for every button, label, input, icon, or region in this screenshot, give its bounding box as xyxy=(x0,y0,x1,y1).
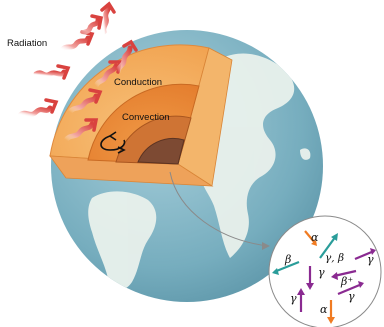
gamma-left-low-label: γ xyxy=(290,292,297,305)
alpha-top-label: α xyxy=(311,231,319,244)
wavy-arrow-icon xyxy=(67,88,103,115)
wavy-arrow-icon xyxy=(63,118,99,143)
beta-plus-label: β⁺ xyxy=(340,275,353,288)
inner-core xyxy=(137,137,185,165)
gamma-center-label: γ xyxy=(318,266,325,279)
wavy-arrow-icon xyxy=(100,1,116,35)
gamma-beta-label: γ, β xyxy=(325,252,344,264)
circular-arrow-icon xyxy=(100,131,126,154)
wavy-arrow-icon xyxy=(77,14,104,39)
wavy-arrow-icon xyxy=(17,98,59,118)
gamma-beta-arrow xyxy=(319,233,338,259)
gamma-right-arrow xyxy=(354,248,376,261)
convection-label: Convection xyxy=(122,112,170,123)
gamma-right-low-label: γ xyxy=(348,290,355,303)
alpha-particle-arrow xyxy=(304,230,317,246)
radiation-label: Radiation xyxy=(7,38,47,49)
gamma-center-arrow xyxy=(306,266,314,290)
gamma-right-label: γ xyxy=(367,253,374,266)
wavy-arrow-icon xyxy=(59,30,95,53)
gamma-right-low-arrow xyxy=(337,281,364,296)
earth-cutaway xyxy=(49,44,233,187)
gamma-left-low-arrow xyxy=(297,288,305,312)
wavy-arrow-icon xyxy=(33,64,71,80)
wavy-arrow-icon xyxy=(115,39,138,75)
conduction-label: Conduction xyxy=(114,77,162,88)
magnified-view: α γ, β β γ γ β⁺ xyxy=(268,215,382,327)
beta-left-arrow xyxy=(272,260,300,275)
curved-arrow-icon xyxy=(169,171,270,250)
beta-left-label: β xyxy=(284,253,291,266)
alpha-bottom-arrow xyxy=(327,300,335,324)
alpha-bottom-label: α xyxy=(320,303,328,316)
radiation-arrows xyxy=(17,1,138,143)
beta-plus-arrow xyxy=(331,269,357,280)
